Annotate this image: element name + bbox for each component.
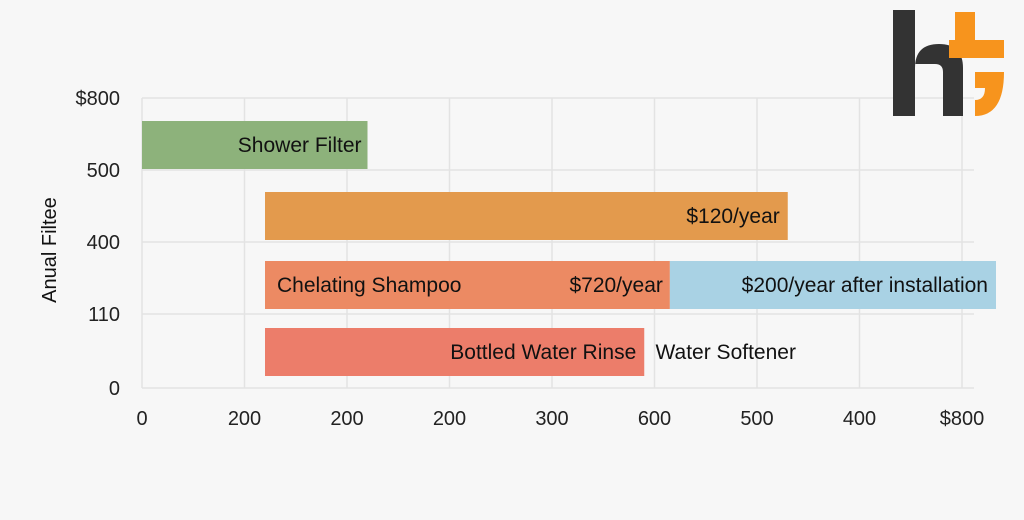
logo-cross-horizontal (949, 40, 1004, 58)
y-tick-label: 400 (87, 232, 120, 254)
bar (142, 121, 368, 169)
axis-ticks: 0 200 200 200 300 600 500 400 $800 $800 500 400 110 0 (76, 88, 985, 430)
bar-label: $120/year (686, 205, 779, 228)
x-tick-label: 200 (433, 408, 466, 430)
y-axis-label: Anual Filtee (39, 197, 61, 303)
logo-stem-shape (893, 10, 915, 116)
bar-label: Shower Filter (238, 134, 362, 157)
grid-lines (141, 97, 974, 389)
y-tick-label: 0 (109, 378, 120, 400)
bars (142, 121, 996, 376)
x-tick-label: $800 (940, 408, 985, 430)
bar (265, 328, 645, 376)
x-tick-label: 0 (136, 408, 147, 430)
annotation-label: Water Softener (656, 341, 796, 364)
x-tick-label: 300 (535, 408, 568, 430)
x-tick-label: 200 (330, 408, 363, 430)
bar-label: $720/year (569, 274, 662, 297)
bar (669, 261, 996, 309)
x-tick-label: 400 (843, 408, 876, 430)
brand-logo (893, 10, 1004, 116)
y-tick-label: $800 (76, 88, 121, 110)
x-tick-label: 600 (638, 408, 671, 430)
x-tick-label: 500 (740, 408, 773, 430)
bar-label: Bottled Water Rinse (450, 341, 636, 364)
bar-labels: Shower Filter $120/year Chelating Shampoo $… (238, 134, 988, 364)
bar (265, 192, 788, 240)
logo-hook-shape (975, 72, 1004, 116)
bar-label: $200/year after installation (742, 274, 988, 297)
bar (265, 261, 670, 309)
bar-label: Chelating Shampoo (277, 274, 461, 297)
x-tick-label: 200 (228, 408, 261, 430)
logo-arch-shape (915, 44, 963, 116)
y-tick-label: 500 (87, 160, 120, 182)
y-tick-label: 110 (88, 304, 120, 326)
